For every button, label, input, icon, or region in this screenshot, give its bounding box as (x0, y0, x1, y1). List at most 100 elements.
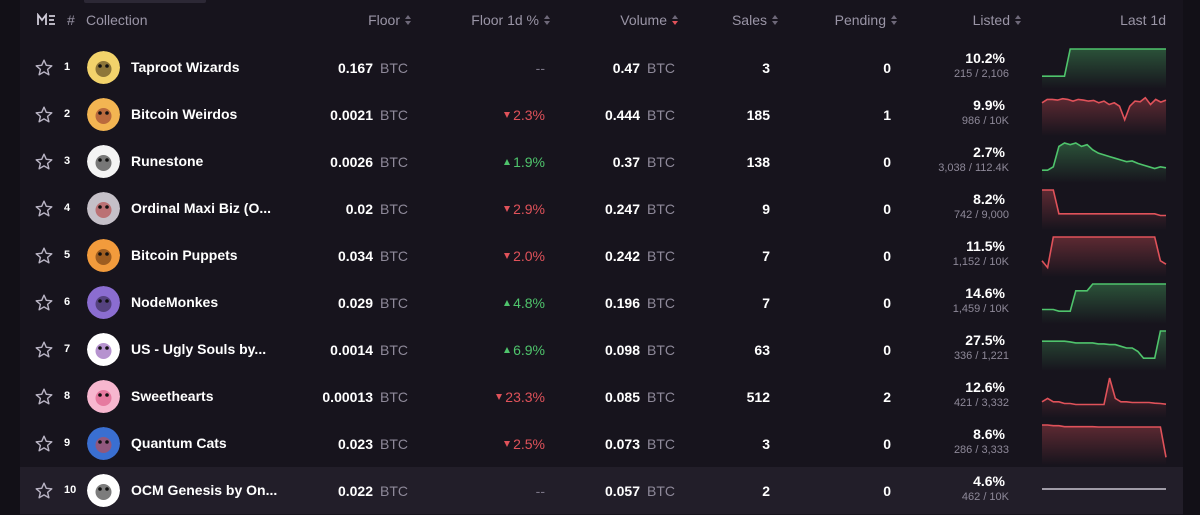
floor-change: -- (535, 60, 545, 76)
table-row[interactable]: 6 NodeMonkes 0.029 BTC 4.8% 0.196 BTC 7 … (20, 279, 1183, 326)
collection-avatar[interactable] (87, 380, 120, 413)
table-row[interactable]: 7 US - Ugly Souls by... 0.0014 BTC 6.9% … (20, 326, 1183, 373)
collection-name[interactable]: NodeMonkes (131, 294, 219, 310)
sales-count: 7 (762, 295, 770, 311)
header-listed[interactable]: Listed (920, 12, 1021, 28)
sparkline-area (1042, 49, 1166, 89)
sparkline-line (1041, 236, 1167, 270)
star-outline-icon[interactable] (34, 434, 54, 454)
volume-currency: BTC (647, 295, 675, 311)
collection-avatar[interactable] (87, 333, 120, 366)
table-row[interactable]: 4 Ordinal Maxi Biz (O... 0.02 BTC 2.9% 0… (20, 185, 1183, 232)
listed-count: 742 / 9,000 (953, 209, 1009, 221)
collection-name[interactable]: Bitcoin Weirdos (131, 106, 238, 122)
floor-change: 2.9% (460, 201, 545, 217)
star-outline-icon[interactable] (34, 199, 54, 219)
header-floor[interactable]: Floor (330, 12, 411, 28)
collection-avatar[interactable] (87, 474, 120, 507)
collection-avatar[interactable] (87, 427, 120, 460)
header-sales[interactable]: Sales (700, 12, 778, 28)
sparkline-chart (1042, 424, 1167, 465)
floor-currency: BTC (380, 389, 408, 405)
volume-currency: BTC (647, 60, 675, 76)
sparkline-chart (1041, 377, 1167, 418)
sales-count: 9 (762, 201, 770, 217)
star-outline-icon[interactable] (34, 152, 54, 172)
sparkline-area (1042, 143, 1166, 183)
collection-avatar[interactable] (87, 98, 120, 131)
collection-name[interactable]: OCM Genesis by On... (131, 482, 278, 498)
sort-arrows-icon (772, 15, 778, 25)
volume-value: 0.444 (604, 107, 640, 123)
table-row[interactable]: 10 OCM Genesis by On... 0.022 BTC -- 0.0… (20, 467, 1183, 514)
pending-count: 0 (883, 342, 891, 358)
collection-avatar[interactable] (87, 192, 120, 225)
arrow-down-icon (504, 112, 511, 119)
listed-percent: 2.7% (973, 144, 1005, 160)
floor-price: 0.0021 (330, 107, 373, 123)
table-row[interactable]: 5 Bitcoin Puppets 0.034 BTC 2.0% 0.242 B… (20, 232, 1183, 279)
table-row[interactable]: 2 Bitcoin Weirdos 0.0021 BTC 2.3% 0.444 … (20, 91, 1183, 138)
magic-eden-logo-icon[interactable] (36, 13, 56, 27)
rank-number: 9 (64, 437, 71, 449)
listed-count: 1,152 / 10K (952, 256, 1009, 268)
sales-count: 63 (754, 342, 770, 358)
collection-avatar[interactable] (87, 286, 120, 319)
collection-avatar[interactable] (87, 51, 120, 84)
table-row[interactable]: 3 Runestone 0.0026 BTC 1.9% 0.37 BTC 138… (20, 138, 1183, 185)
collection-avatar[interactable] (87, 145, 120, 178)
floor-change: 23.3% (460, 389, 545, 405)
collection-avatar-image (87, 286, 120, 319)
sparkline-chart (1042, 142, 1167, 183)
collection-name[interactable]: Bitcoin Puppets (131, 247, 238, 263)
collection-name[interactable]: US - Ugly Souls by... (131, 341, 267, 357)
table-row[interactable]: 8 Sweethearts 0.00013 BTC 23.3% 0.085 BT… (20, 373, 1183, 420)
star-outline-icon[interactable] (34, 387, 54, 407)
collection-avatar[interactable] (87, 239, 120, 272)
star-outline-icon[interactable] (34, 105, 54, 125)
listed-count: 3,038 / 112.4K (938, 162, 1009, 174)
listed-percent: 14.6% (965, 285, 1005, 301)
pending-count: 0 (883, 201, 891, 217)
sparkline-line (1042, 48, 1166, 77)
table-row[interactable]: 1 Taproot Wizards 0.167 BTC -- 0.47 BTC … (20, 44, 1183, 91)
floor-currency: BTC (380, 154, 408, 170)
volume-value: 0.073 (604, 436, 640, 452)
volume-value: 0.057 (604, 483, 640, 499)
sparkline-area (1042, 97, 1166, 136)
collection-name[interactable]: Runestone (131, 153, 204, 169)
floor-price: 0.022 (337, 483, 373, 499)
star-outline-icon[interactable] (34, 246, 54, 266)
star-outline-icon[interactable] (34, 340, 54, 360)
header-pending[interactable]: Pending (800, 12, 897, 28)
arrow-down-icon (504, 206, 511, 213)
floor-price: 0.029 (337, 295, 373, 311)
volume-value: 0.47 (612, 60, 640, 76)
sort-arrows-icon (1015, 15, 1021, 25)
collection-avatar-image (87, 192, 120, 225)
listed-count: 286 / 3,333 (953, 444, 1009, 456)
header-last-1d: Last 1d (1120, 12, 1166, 28)
sparkline-chart (1041, 236, 1167, 277)
volume-value: 0.37 (612, 154, 640, 170)
collection-name[interactable]: Quantum Cats (131, 435, 227, 451)
header-floor-1d[interactable]: Floor 1d % (440, 12, 550, 28)
sales-count: 3 (762, 60, 770, 76)
star-outline-icon[interactable] (34, 293, 54, 313)
listed-count: 986 / 10K (961, 115, 1009, 127)
header-volume[interactable]: Volume (590, 12, 678, 28)
collection-name[interactable]: Ordinal Maxi Biz (O... (131, 200, 272, 216)
sparkline-area (1042, 284, 1166, 324)
header-collection[interactable]: Collection (86, 12, 148, 28)
floor-currency: BTC (380, 295, 408, 311)
collection-name[interactable]: Sweethearts (131, 388, 214, 404)
sales-count: 2 (762, 483, 770, 499)
volume-value: 0.098 (604, 342, 640, 358)
table-row[interactable]: 9 Quantum Cats 0.023 BTC 2.5% 0.073 BTC … (20, 420, 1183, 467)
listed-percent: 8.2% (973, 191, 1005, 207)
arrow-up-icon (504, 300, 511, 307)
volume-currency: BTC (647, 389, 675, 405)
star-outline-icon[interactable] (34, 58, 54, 78)
star-outline-icon[interactable] (34, 481, 54, 501)
collection-name[interactable]: Taproot Wizards (131, 59, 240, 75)
